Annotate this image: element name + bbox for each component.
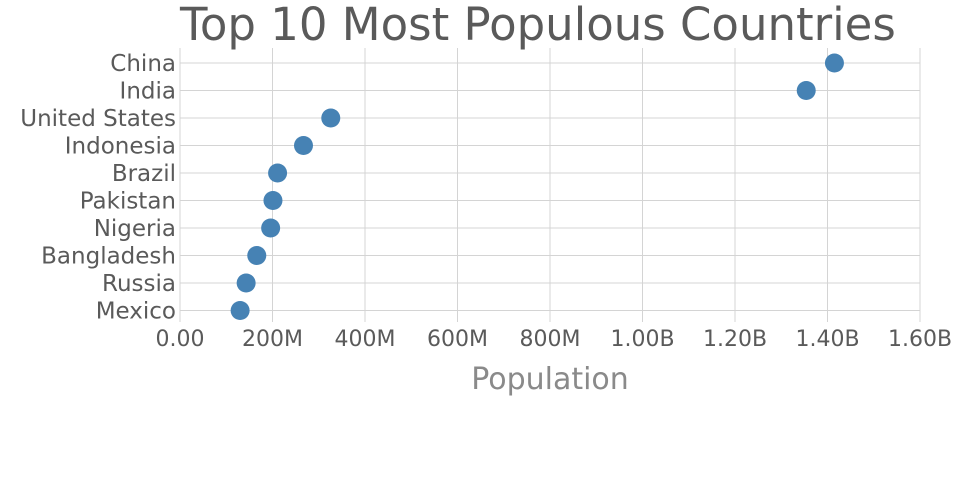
- y-tick-label: India: [120, 79, 176, 105]
- gridlines: [179, 48, 921, 322]
- data-point: [247, 246, 267, 265]
- data-point: [293, 136, 313, 155]
- data-point: [796, 81, 816, 100]
- chart-title: Top 10 Most Populous Countries: [179, 0, 896, 51]
- y-tick-label: Nigeria: [94, 216, 176, 242]
- y-tick-label: Brazil: [112, 161, 176, 187]
- x-tick-label: 400M: [335, 327, 396, 352]
- data-point: [261, 218, 281, 238]
- x-tick-label: 200M: [242, 327, 303, 352]
- data-point: [268, 163, 288, 183]
- x-axis-label: Population: [471, 362, 629, 397]
- data-point: [263, 191, 283, 210]
- data-point: [236, 273, 256, 293]
- x-tick-label: 1.20B: [703, 327, 767, 352]
- y-tick-label: Russia: [102, 271, 176, 297]
- y-tick-label: Bangladesh: [41, 244, 176, 270]
- data-point: [230, 301, 250, 320]
- data-point: [824, 53, 844, 73]
- y-tick-label: China: [110, 51, 176, 77]
- y-tick-label: United States: [20, 106, 176, 132]
- x-tick-label: 800M: [520, 327, 581, 352]
- data-points: [230, 53, 844, 320]
- x-tick-label: 0.00: [156, 327, 205, 352]
- y-tick-label: Pakistan: [80, 189, 176, 215]
- x-tick-label: 1.00B: [610, 327, 674, 352]
- data-point: [321, 108, 341, 128]
- x-tick-label: 1.40B: [795, 327, 859, 352]
- x-tick-label: 1.60B: [888, 327, 952, 352]
- x-axis-tick-labels: 0.00 200M 400M 600M 800M 1.00B 1.20B 1.40B 1.60B: [156, 327, 953, 352]
- y-tick-label: Mexico: [96, 299, 176, 325]
- x-tick-label: 600M: [427, 327, 488, 352]
- y-tick-label: Indonesia: [65, 134, 176, 160]
